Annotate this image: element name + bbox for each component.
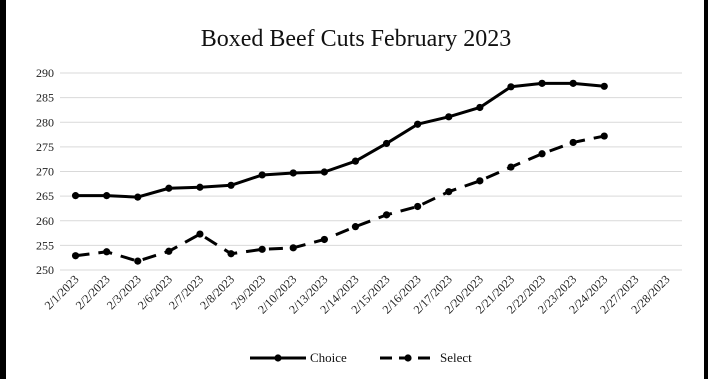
data-point-choice [320, 168, 328, 176]
data-point-choice [600, 82, 608, 90]
data-point-select [134, 257, 142, 265]
legend-label-choice: Choice [310, 350, 347, 365]
y-tick-label: 250 [36, 263, 54, 277]
data-point-select [414, 202, 422, 211]
y-tick-label: 290 [36, 66, 54, 80]
data-point-select [569, 138, 577, 147]
series-line-choice [75, 81, 605, 199]
data-point-select [538, 150, 546, 158]
data-point-select [103, 248, 111, 256]
data-point-select [258, 245, 266, 253]
data-point-choice [538, 79, 546, 87]
data-point-choice [289, 169, 297, 177]
legend: Choice Select [250, 350, 472, 365]
data-point-choice [71, 192, 80, 200]
chart-panel: Boxed Beef Cuts February 2023 250 255 260 2… [6, 0, 704, 379]
data-point-select [382, 211, 391, 219]
data-point-select [227, 250, 235, 258]
y-tick-label: 265 [36, 189, 54, 203]
data-point-select [289, 244, 297, 252]
data-point-choice [569, 79, 577, 87]
data-point-choice [227, 181, 235, 189]
legend-marker-choice [274, 354, 282, 362]
data-point-choice [445, 113, 453, 121]
data-point-choice [476, 103, 484, 112]
y-tick-label: 280 [36, 115, 54, 129]
chart-title: Boxed Beef Cuts February 2023 [201, 26, 512, 52]
line-chart: Boxed Beef Cuts February 2023 2502552602… [36, 26, 682, 365]
data-point-choice [414, 120, 422, 128]
data-point-select [71, 252, 80, 260]
data-point-select [476, 177, 484, 185]
data-point-choice [351, 157, 360, 165]
legend-marker-select [404, 354, 412, 362]
series-lines [71, 79, 608, 265]
gridlines [60, 72, 682, 271]
y-tick-label: 255 [36, 238, 54, 252]
x-axis-ticks: 2/1/20232/2/20232/3/20232/6/20232/7/2023… [42, 272, 673, 316]
data-point-choice [382, 139, 391, 148]
data-point-select [196, 230, 204, 238]
y-axis-ticks: 250 255 260 265 270 275 280 285 290 [36, 66, 54, 277]
data-point-select [600, 132, 608, 140]
data-point-select [351, 223, 360, 231]
data-point-select [507, 163, 515, 171]
legend-label-select: Select [440, 350, 472, 365]
data-point-choice [134, 193, 142, 201]
data-point-select [165, 247, 173, 255]
data-point-choice [103, 192, 111, 200]
y-tick-label: 270 [36, 165, 54, 179]
y-tick-label: 275 [36, 140, 54, 154]
series-line-select [75, 134, 605, 263]
data-point-choice [258, 171, 266, 179]
data-point-choice [196, 183, 204, 191]
data-point-select [445, 188, 453, 196]
data-point-choice [507, 83, 515, 91]
y-tick-label: 260 [36, 214, 54, 228]
data-point-choice [165, 184, 173, 192]
data-point-select [320, 235, 328, 244]
y-tick-label: 285 [36, 91, 54, 105]
